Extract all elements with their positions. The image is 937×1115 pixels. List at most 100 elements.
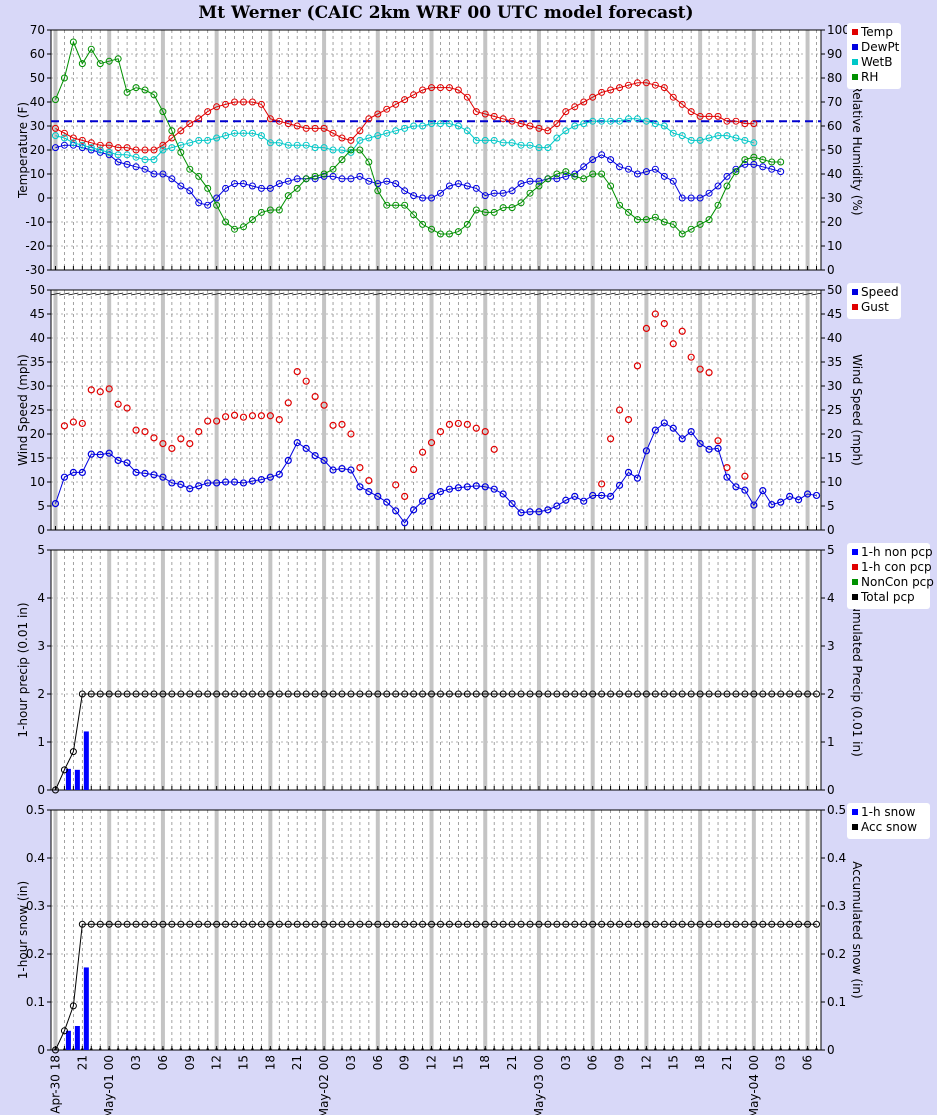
dewpt-point xyxy=(508,187,516,195)
wetb-point xyxy=(69,139,77,147)
wind-direction-arrow xyxy=(399,292,410,296)
accumulated-point xyxy=(454,690,462,698)
accumulated-point xyxy=(616,920,624,928)
accumulated-point xyxy=(222,920,230,928)
zero-marker xyxy=(81,1048,84,1050)
temp-point xyxy=(678,100,686,108)
accumulated-point xyxy=(419,920,427,928)
accumulated-point xyxy=(275,920,283,928)
accumulated-point xyxy=(750,690,758,698)
dewpt-point xyxy=(633,170,641,178)
accumulated-point xyxy=(463,920,471,928)
speed-point xyxy=(239,479,248,487)
temp-point xyxy=(78,136,86,144)
x-tick-label: 21 xyxy=(75,1055,89,1070)
zero-marker xyxy=(90,1048,93,1050)
speed-point xyxy=(463,483,471,491)
dewpt-point xyxy=(463,182,471,190)
accumulated-point xyxy=(687,920,695,928)
temp-point xyxy=(248,98,256,106)
dewpt-point xyxy=(714,182,722,190)
accumulated-point xyxy=(813,690,821,698)
accumulated-point xyxy=(132,690,140,698)
speed-point xyxy=(687,428,695,436)
zero-marker xyxy=(797,1048,800,1050)
wetb-point xyxy=(311,144,319,152)
temp-point xyxy=(598,88,606,96)
speed-point xyxy=(302,444,310,452)
zero-marker xyxy=(761,1048,765,1050)
temp-point xyxy=(123,144,131,152)
zero-marker xyxy=(233,1048,236,1050)
zero-marker xyxy=(618,1048,621,1050)
wetb-point xyxy=(338,146,346,154)
wetb-point xyxy=(284,141,292,149)
gust-point xyxy=(177,435,185,443)
gust-point xyxy=(678,327,686,335)
speed-point xyxy=(481,483,489,491)
temp-point xyxy=(320,124,328,132)
wind-direction-arrow xyxy=(480,292,491,296)
wind-direction-arrow xyxy=(775,292,786,296)
accumulated-point xyxy=(786,920,794,928)
dewpt-point xyxy=(356,172,364,180)
accumulated-point xyxy=(284,690,292,698)
speed-point xyxy=(696,440,704,448)
rh-point xyxy=(356,146,364,154)
rh-point xyxy=(553,170,561,178)
rh-point xyxy=(580,175,588,183)
wind-direction-arrow xyxy=(686,292,697,296)
zero-marker xyxy=(331,1048,335,1050)
y-tick-label: 60 xyxy=(30,47,45,61)
accumulated-point xyxy=(544,920,552,928)
temp-point xyxy=(60,129,68,137)
wind-direction-arrow xyxy=(757,292,768,296)
wind-direction-arrow xyxy=(524,292,536,296)
accumulated-point xyxy=(51,786,59,794)
speed-point xyxy=(571,492,579,500)
temp-point xyxy=(714,112,722,120)
speed-point xyxy=(669,424,677,432)
accumulated-line xyxy=(55,693,817,791)
wind-direction-arrow xyxy=(569,292,580,296)
dewpt-point xyxy=(123,160,131,168)
rh-point xyxy=(616,201,624,209)
accumulated-point xyxy=(642,920,650,928)
rh-point xyxy=(490,208,498,216)
zero-marker xyxy=(681,1048,684,1050)
accumulated-point xyxy=(633,920,641,928)
wind-direction-arrow xyxy=(551,292,562,296)
wetb-point xyxy=(616,117,624,125)
wetb-point xyxy=(517,141,525,149)
speed-point xyxy=(633,474,642,482)
temp-point xyxy=(114,144,122,152)
speed-line xyxy=(55,422,817,524)
speed-point xyxy=(786,492,794,500)
zero-marker xyxy=(501,1048,505,1050)
zero-marker xyxy=(206,1048,209,1050)
plot-area xyxy=(50,809,822,1051)
speed-point xyxy=(347,466,355,474)
x-axis-labels: Apr-30 18 21 May-01 00 03 06 09 12 15 18 21 May-02… xyxy=(48,1055,814,1115)
accumulated-point xyxy=(428,920,436,928)
dewpt-point xyxy=(436,189,444,197)
x-tick-label: 06 xyxy=(371,1055,385,1070)
accumulated-point xyxy=(159,920,167,928)
zero-marker xyxy=(421,1048,424,1050)
temp-point xyxy=(633,79,641,87)
wetb-point xyxy=(544,144,552,152)
accumulated-point xyxy=(284,920,292,928)
wind-direction-arrow xyxy=(336,292,348,296)
zero-marker xyxy=(134,1048,138,1050)
temp-point xyxy=(275,117,283,125)
wetb-point xyxy=(168,144,176,152)
dewpt-point xyxy=(660,172,668,180)
zero-marker xyxy=(815,1048,818,1050)
temp-point xyxy=(535,124,543,132)
accumulated-point xyxy=(544,690,552,698)
accumulated-point xyxy=(329,690,337,698)
zero-marker xyxy=(54,1048,57,1050)
zero-marker xyxy=(197,1048,200,1050)
zero-marker xyxy=(224,1048,227,1050)
dewpt-point xyxy=(168,175,176,183)
